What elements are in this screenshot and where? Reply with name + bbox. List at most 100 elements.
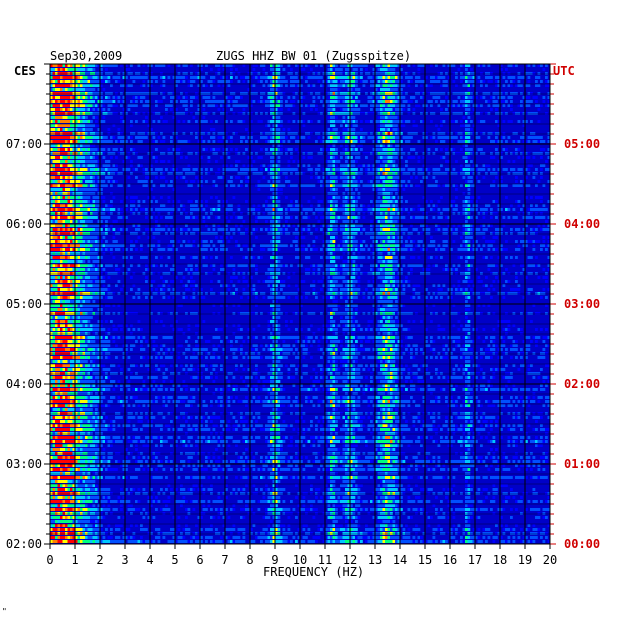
spectrogram-cell [525,224,528,227]
spectrogram-cell [160,168,163,171]
spectrogram-cell [215,236,218,239]
spectrogram-cell [82,192,86,195]
spectrogram-cell [172,92,176,95]
spectrogram-cell [267,232,271,235]
spectrogram-cell [87,244,91,247]
spectrogram-cell [380,236,383,239]
spectrogram-cell [465,196,468,199]
spectrogram-cell [492,248,496,251]
spectrogram-cell [120,216,123,219]
spectrogram-cell [280,104,283,107]
spectrogram-cell [182,204,186,207]
spectrogram-cell [382,232,386,235]
spectrogram-cell [400,132,403,135]
spectrogram-cell [510,84,513,87]
spectrogram-cell [272,180,276,183]
spectrogram-cell [230,92,233,95]
spectrogram-cell [287,132,291,135]
spectrogram-cell [87,132,91,135]
spectrogram-cell [77,180,81,183]
spectrogram-cell [50,104,53,107]
spectrogram-cell [140,156,143,159]
spectrogram-cell [110,136,113,139]
spectrogram-cell [447,64,451,67]
spectrogram-cell [510,100,513,103]
spectrogram-cell [170,244,173,247]
spectrogram-cell [70,216,73,219]
spectrogram-cell [225,112,228,115]
spectrogram-cell [287,184,291,187]
spectrogram-cell [405,172,408,175]
spectrogram-cell [347,208,351,211]
spectrogram-cell [315,228,318,231]
spectrogram-cell [397,244,401,247]
spectrogram-cell [470,112,473,115]
spectrogram-cell [90,204,93,207]
spectrogram-cell [230,76,233,79]
spectrogram-cell [340,108,343,111]
spectrogram-cell [90,72,93,75]
spectrogram-cell [390,124,393,127]
spectrogram-cell [272,76,276,79]
spectrogram-cell [407,84,411,87]
spectrogram-cell [530,204,533,207]
spectrogram-cell [102,148,106,151]
spectrogram-cell [90,180,93,183]
spectrogram-cell [142,80,146,83]
spectrogram-cell [277,184,281,187]
spectrogram-cell [55,184,58,187]
spectrogram-cell [160,204,163,207]
spectrogram-cell [385,220,388,223]
spectrogram-cell [392,240,396,243]
spectrogram-cell [325,160,328,163]
spectrogram-cell [70,200,73,203]
spectrogram-cell [205,112,208,115]
spectrogram-cell [65,128,68,131]
spectrogram-cell [230,68,233,71]
spectrogram-cell [307,232,311,235]
spectrogram-cell [150,76,153,79]
spectrogram-cell [540,148,543,151]
spectrogram-cell [327,64,331,67]
spectrogram-cell [92,252,96,255]
spectrogram-cell [395,132,398,135]
spectrogram-cell [212,80,216,83]
spectrogram-cell [525,120,528,123]
spectrogram-cell [112,112,116,115]
spectrogram-cell [85,96,88,99]
spectrogram-cell [462,100,466,103]
spectrogram-cell [162,248,166,251]
spectrogram-cell [382,156,386,159]
spectrogram-cell [202,120,206,123]
spectrogram-cell [262,64,266,67]
spectrogram-cell [365,120,368,123]
spectrogram-cell [437,76,441,79]
spectrogram-cell [440,76,443,79]
spectrogram-cell [417,156,421,159]
spectrogram-cell [195,112,198,115]
spectrogram-cell [342,208,346,211]
spectrogram-cell [75,72,78,75]
spectrogram-cell [382,188,386,191]
spectrogram-cell [482,64,486,67]
spectrogram-cell [392,128,396,131]
spectrogram-cell [320,228,323,231]
spectrogram-cell [167,104,171,107]
spectrogram-cell [405,72,408,75]
spectrogram-cell [260,228,263,231]
spectrogram-cell [467,104,471,107]
spectrogram-cell [457,112,461,115]
spectrogram-cell [377,236,381,239]
spectrogram-cell [130,232,133,235]
spectrogram-cell [495,108,498,111]
spectrogram-cell [72,80,76,83]
spectrogram-cell [340,228,343,231]
spectrogram-cell [535,80,538,83]
spectrogram-cell [310,184,313,187]
spectrogram-cell [387,64,391,67]
spectrogram-cell [287,120,291,123]
spectrogram-cell [482,232,486,235]
spectrogram-cell [477,136,481,139]
spectrogram-cell [350,248,353,251]
spectrogram-cell [357,248,361,251]
